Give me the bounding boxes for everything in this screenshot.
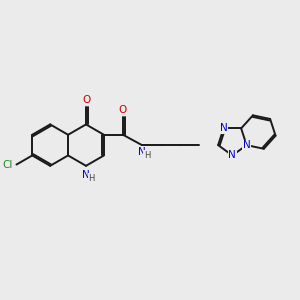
Text: N: N [243,140,250,150]
Text: O: O [82,94,90,104]
Text: Cl: Cl [3,160,13,170]
Text: N: N [243,140,250,150]
Text: H: H [88,174,94,183]
Text: N: N [220,123,227,134]
Text: O: O [119,105,127,115]
Text: N: N [82,169,90,179]
Text: H: H [144,151,150,160]
Text: N: N [138,147,146,157]
Text: N: N [229,151,236,160]
